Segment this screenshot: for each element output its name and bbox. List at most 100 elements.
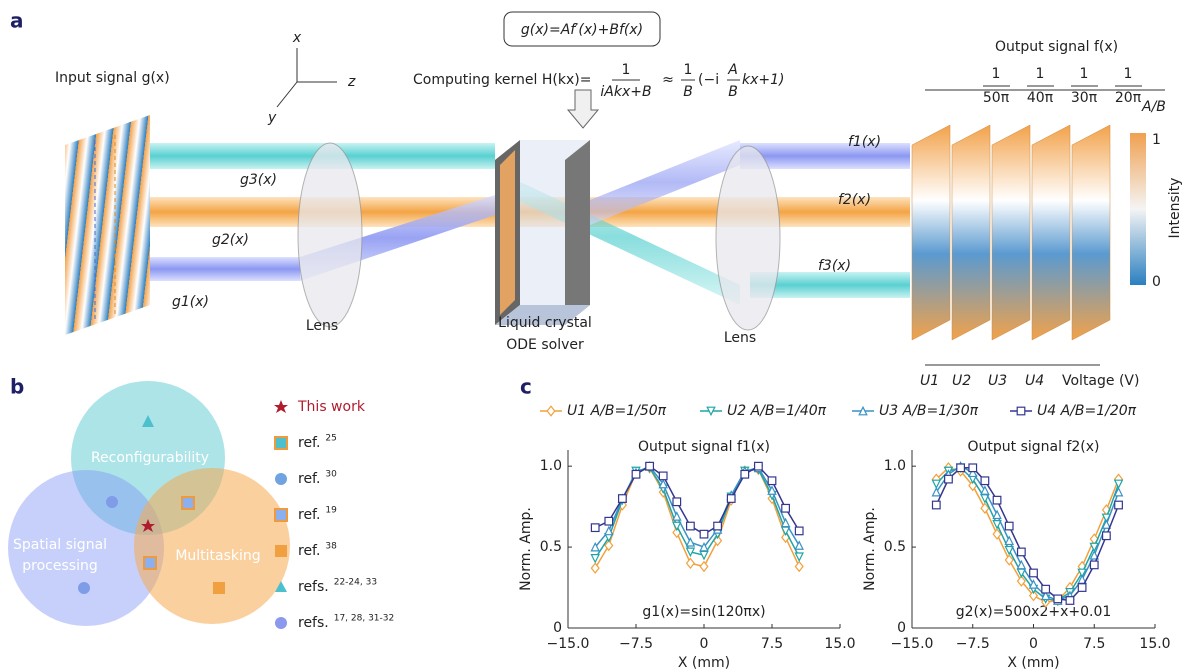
legend-ref: 25 [325, 434, 336, 444]
y-tick-label: 1.0 [540, 458, 562, 474]
marker [727, 495, 735, 503]
marker [993, 511, 1001, 519]
x-tick-label: −7.5 [956, 636, 990, 652]
legend-text: ref. [298, 435, 320, 451]
input-label: Input signal g(x) [55, 70, 170, 86]
x-tick-label: 7.5 [761, 636, 783, 652]
kernel-part: iAkx+B [600, 84, 651, 100]
marker [700, 530, 708, 538]
marker [619, 495, 627, 503]
x-tick-label: −15.0 [891, 636, 934, 652]
marker [1054, 595, 1062, 603]
fraction-den: 50π [983, 90, 1010, 106]
marker [782, 504, 790, 512]
x-tick-label: 0 [700, 636, 709, 652]
legend-symbol [275, 545, 287, 557]
legend-ref: 38 [325, 542, 337, 552]
fraction-den: 40π [1027, 90, 1054, 106]
marker [933, 480, 941, 488]
y-tick-label: 0 [553, 620, 562, 636]
kernel-part: A [727, 62, 738, 78]
panel-a-graphics [65, 12, 1165, 365]
kernel-part: 1 [622, 62, 631, 78]
x-tick-label: 15.0 [824, 636, 855, 652]
marker [673, 513, 681, 521]
panel-label: b [10, 375, 24, 399]
marker [1005, 537, 1013, 545]
legend-label: U2 A/B=1/40π [727, 403, 827, 419]
x-axis-label: X (mm) [678, 655, 730, 671]
fraction-num: 1 [1036, 66, 1045, 82]
marker [632, 470, 640, 478]
marker [673, 498, 681, 506]
axis-name: x [292, 30, 302, 46]
marker [1042, 585, 1050, 593]
legend-item [275, 473, 287, 485]
marker [687, 522, 695, 530]
solver-label: Liquid crystal [498, 315, 592, 331]
legend-symbol [275, 509, 287, 521]
kernel-part: 1 [684, 62, 693, 78]
x-tick-label: 15.0 [1139, 636, 1170, 652]
output-signal: f3(x) [818, 258, 851, 274]
axis-name: z [347, 74, 356, 90]
marker [933, 501, 941, 509]
lens-label: Lens [724, 330, 756, 346]
marker [969, 464, 977, 472]
legend-item [275, 437, 287, 449]
circle-label: Reconfigurability [91, 450, 209, 466]
legend-text: ref. [298, 471, 320, 487]
ratio-label: A/B [1141, 99, 1166, 115]
voltage-label: Voltage (V) [1062, 373, 1139, 389]
y-axis-label: Norm. Amp. [862, 507, 878, 591]
kernel-part: B [728, 84, 738, 100]
kernel-prefix: Computing kernel H(kx)= [413, 72, 591, 88]
kernel-part: (−i [698, 72, 719, 88]
input-signal: g2(x) [212, 232, 249, 248]
y-axis-label: Norm. Amp. [518, 507, 534, 591]
marker [1018, 561, 1026, 569]
kernel-part: ≈ [662, 72, 674, 88]
marker [993, 496, 1001, 504]
fraction-den: 30π [1071, 90, 1098, 106]
marker [1066, 597, 1074, 605]
y-tick-label: 1.0 [884, 458, 906, 474]
input-signal: g1(x) [172, 294, 209, 310]
output-signal: f1(x) [848, 134, 881, 150]
marker [1005, 522, 1013, 530]
marker [714, 522, 722, 530]
marker [687, 558, 695, 568]
x-axis-label: X (mm) [1007, 655, 1059, 671]
x-tick-label: −7.5 [619, 636, 653, 652]
fraction-num: 1 [992, 66, 1001, 82]
voltage: U2 [952, 373, 971, 389]
marker [768, 477, 776, 485]
voltage: U3 [988, 373, 1007, 389]
legend-label: U4 A/B=1/20π [1037, 403, 1137, 419]
fraction-den: 20π [1115, 90, 1142, 106]
legend-marker [1017, 407, 1025, 415]
y-tick-label: 0 [897, 620, 906, 636]
marker [591, 555, 599, 563]
legend-ref: 22-24, 33 [334, 578, 377, 588]
annotation: g2(x)=500x2+x+0.01 [956, 604, 1112, 620]
circle-label: processing [22, 558, 97, 574]
series-line [936, 468, 1118, 601]
marker [646, 462, 654, 470]
marker [687, 538, 695, 546]
marker [945, 475, 953, 483]
marker [591, 524, 599, 532]
circle-label: Multitasking [175, 548, 260, 564]
input-signal: g3(x) [240, 172, 277, 188]
legend-symbol [275, 473, 287, 485]
legend-text: refs. [298, 615, 329, 631]
kernel-part: kx+1) [742, 72, 785, 88]
legend-text: ref. [298, 507, 320, 523]
fraction-num: 1 [1124, 66, 1133, 82]
marker [795, 542, 803, 550]
colorbar-max: 1 [1152, 132, 1161, 148]
venn-legend: This workref.25ref.30ref.19ref.38refs.22… [274, 399, 394, 631]
marker [1115, 501, 1123, 509]
voltage: U1 [920, 373, 939, 389]
chart-title: Output signal f1(x) [638, 439, 770, 455]
